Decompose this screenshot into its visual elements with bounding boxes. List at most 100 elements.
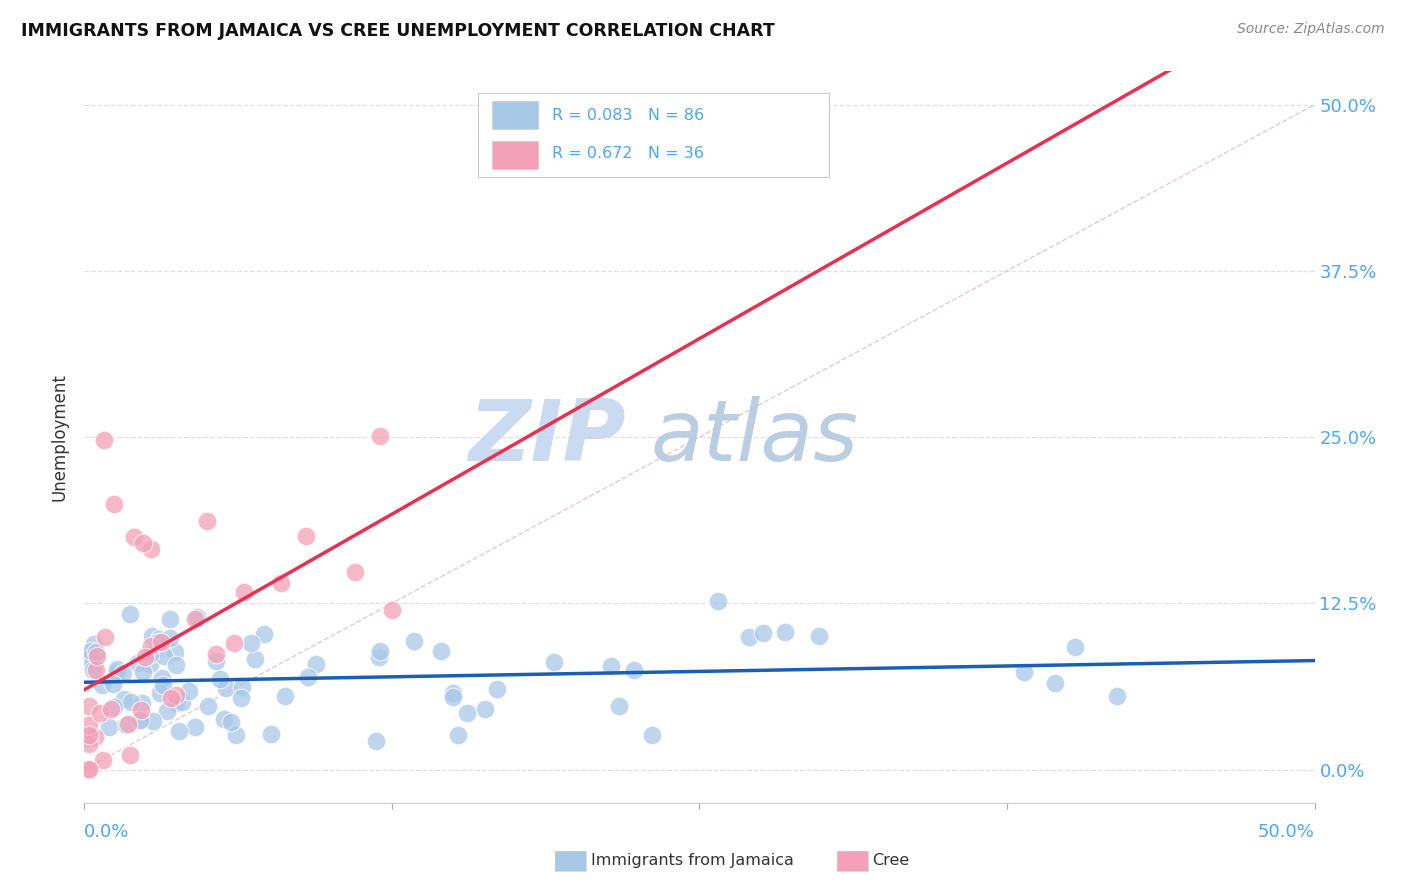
Point (623, 663, 645, 677)
Point (381, 603, 404, 617)
Point (172, 695, 194, 709)
Point (117, 717, 139, 731)
Point (295, 529, 318, 543)
Point (141, 628, 163, 642)
Point (139, 648, 162, 662)
Point (129, 713, 152, 727)
Point (79, 737, 101, 751)
Point (150, 671, 173, 685)
Point (84, 730, 107, 744)
Point (205, 654, 228, 668)
Point (543, 655, 565, 669)
Point (222, 636, 245, 650)
Point (139, 542, 162, 557)
Point (738, 630, 761, 644)
Point (231, 680, 253, 694)
Point (131, 696, 153, 710)
Point (243, 651, 266, 665)
Point (142, 714, 165, 728)
Point (91, 678, 114, 692)
Point (600, 658, 623, 673)
Point (225, 728, 247, 742)
Text: IMMIGRANTS FROM JAMAICA VS CREE UNEMPLOYMENT CORRELATION CHART: IMMIGRANTS FROM JAMAICA VS CREE UNEMPLOY… (21, 22, 775, 40)
Text: Immigrants from Jamaica: Immigrants from Jamaica (591, 854, 793, 868)
Point (184, 720, 207, 734)
Point (259, 726, 281, 740)
Point (91, 753, 114, 767)
Point (153, 648, 176, 663)
Point (152, 678, 174, 692)
Point (129, 713, 152, 727)
Point (184, 612, 207, 626)
Point (1043, 675, 1066, 690)
Point (103, 497, 125, 511)
Point (120, 696, 142, 710)
Point (79, 699, 101, 714)
Point (430, 644, 453, 658)
Point (229, 690, 252, 705)
Point (118, 607, 141, 621)
Point (148, 632, 170, 646)
Point (1012, 665, 1035, 680)
Point (344, 565, 367, 579)
Point (186, 610, 208, 624)
Point (1107, 690, 1129, 704)
Point (707, 594, 730, 608)
Text: Cree: Cree (872, 854, 908, 868)
Point (441, 685, 464, 699)
Point (80, 644, 103, 658)
Point (305, 657, 328, 672)
Point (118, 748, 141, 763)
Point (368, 428, 391, 442)
Point (134, 649, 156, 664)
Point (447, 728, 470, 742)
Point (456, 706, 478, 721)
Text: Source: ZipAtlas.com: Source: ZipAtlas.com (1237, 22, 1385, 37)
Point (239, 636, 262, 650)
Point (197, 698, 219, 713)
Y-axis label: Unemployment: Unemployment (51, 373, 69, 501)
Text: 0.0%: 0.0% (84, 822, 129, 841)
Point (219, 715, 242, 730)
Point (112, 692, 135, 706)
Point (83, 637, 105, 651)
Point (84, 645, 107, 659)
Point (205, 647, 228, 661)
Point (132, 665, 155, 679)
Point (129, 702, 152, 716)
Point (76, 653, 98, 667)
Point (212, 712, 235, 726)
Point (83, 657, 105, 671)
Point (148, 635, 170, 649)
Point (86, 648, 108, 663)
Point (149, 686, 172, 700)
Point (177, 684, 200, 698)
Point (100, 702, 122, 716)
Point (159, 691, 181, 706)
Text: 50.0%: 50.0% (1258, 822, 1315, 841)
Point (139, 657, 162, 671)
Point (232, 584, 254, 599)
Point (165, 696, 187, 710)
Point (79, 728, 101, 742)
Point (93, 433, 115, 447)
Point (127, 656, 149, 670)
Point (752, 626, 775, 640)
Point (169, 723, 191, 738)
Text: atlas: atlas (651, 395, 858, 479)
Point (103, 700, 125, 714)
Point (197, 514, 219, 528)
Point (150, 635, 173, 649)
Point (165, 645, 187, 659)
Point (165, 658, 187, 673)
Point (122, 530, 145, 544)
Point (273, 689, 295, 703)
Point (111, 665, 134, 680)
Point (159, 611, 181, 625)
Point (209, 672, 232, 686)
Point (139, 639, 162, 653)
Point (485, 681, 508, 696)
Point (270, 575, 292, 590)
Point (97, 720, 120, 734)
Point (79, 763, 101, 777)
